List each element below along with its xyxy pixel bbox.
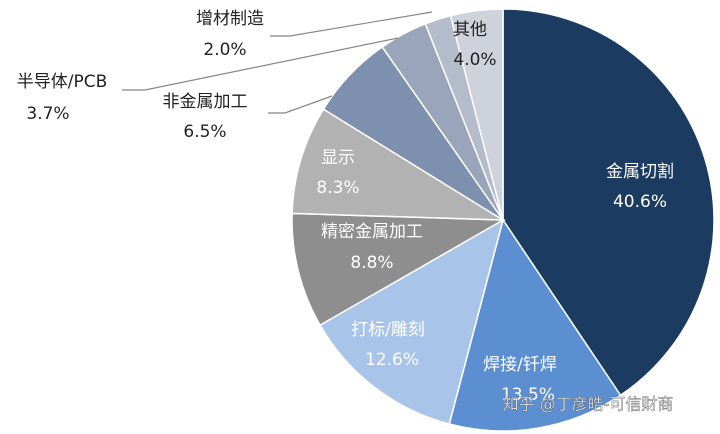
slice-label: 精密金属加工 <box>321 222 423 242</box>
pie-slice <box>502 8 715 397</box>
slice-value: 3.7% <box>26 104 69 124</box>
leader-line <box>268 95 333 114</box>
leader-line <box>270 11 433 37</box>
leader-line <box>122 37 399 91</box>
pie-slice <box>291 108 506 221</box>
slice-label: 打标/雕刻 <box>351 320 425 340</box>
labels: 金属切割 40.6% 焊接/钎焊 13.5% 打标/雕刻 12.6% 精密金属加工 8.8% 显… <box>17 9 674 405</box>
slice-label: 显示 <box>321 148 355 168</box>
slice-value: 13.5% <box>501 385 555 405</box>
slice-value: 6.5% <box>183 122 226 142</box>
slice-value: 2.0% <box>203 40 246 60</box>
slice-value: 12.6% <box>365 350 419 370</box>
pie-slice <box>449 8 504 221</box>
slice-label: 其他 <box>453 20 487 40</box>
pie-slice <box>319 218 505 425</box>
slice-value: 4.0% <box>453 50 496 70</box>
slice-value: 8.8% <box>350 253 393 273</box>
slice-label: 增材制造 <box>196 9 264 29</box>
pie-slice <box>448 218 622 432</box>
slice-label: 半导体/PCB <box>17 72 108 92</box>
slice-label: 金属切割 <box>606 162 674 182</box>
slice-label: 非金属加工 <box>163 92 248 112</box>
pie <box>291 8 715 432</box>
slice-value: 40.6% <box>613 192 667 212</box>
pie-slice <box>291 212 506 327</box>
slice-value: 8.3% <box>316 178 359 198</box>
slice-label: 焊接/钎焊 <box>483 355 557 375</box>
watermark: 知乎 @丁彦皓-可信财商 <box>503 395 674 414</box>
